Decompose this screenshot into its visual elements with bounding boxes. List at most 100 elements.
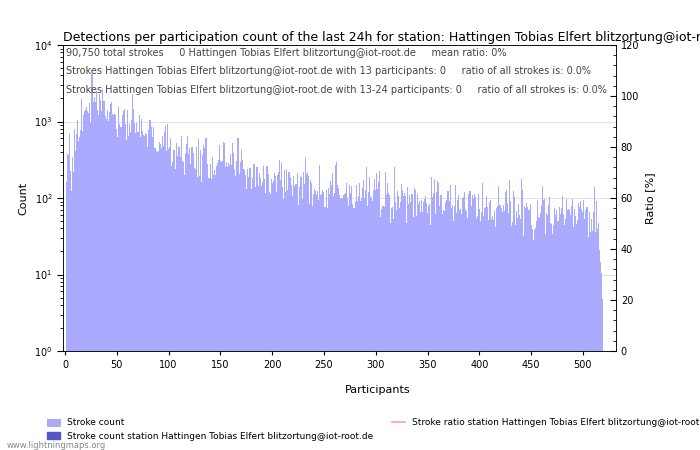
Bar xyxy=(308,176,309,450)
Bar xyxy=(94,97,95,450)
Bar xyxy=(354,202,356,450)
Bar xyxy=(113,351,114,450)
Bar xyxy=(459,210,460,450)
Bar xyxy=(370,351,371,450)
Bar xyxy=(347,351,349,450)
Bar xyxy=(550,351,552,450)
Bar xyxy=(232,351,233,450)
Bar xyxy=(608,351,609,450)
Bar xyxy=(570,215,571,450)
Bar xyxy=(196,351,197,450)
Bar xyxy=(135,351,136,450)
Bar xyxy=(245,351,246,450)
Bar xyxy=(148,130,150,450)
Bar xyxy=(344,194,345,450)
Text: Strokes Hattingen Tobias Elfert blitzortung@iot-root.de with 13 participants: 0 : Strokes Hattingen Tobias Elfert blitzort… xyxy=(66,67,591,76)
Bar xyxy=(319,165,321,450)
Bar xyxy=(468,194,470,450)
Bar xyxy=(466,351,468,450)
Bar xyxy=(122,351,124,450)
Bar xyxy=(366,351,367,450)
Bar xyxy=(380,351,382,450)
Bar xyxy=(99,94,100,450)
Bar xyxy=(382,351,384,450)
Bar xyxy=(134,351,135,450)
Bar xyxy=(290,351,291,450)
Bar xyxy=(262,182,263,450)
Bar xyxy=(100,351,101,450)
Bar xyxy=(129,351,130,450)
Bar xyxy=(453,221,454,450)
Bar xyxy=(166,351,167,450)
Bar xyxy=(483,351,484,450)
Bar xyxy=(251,189,252,450)
Bar xyxy=(124,351,125,450)
Bar xyxy=(265,193,267,450)
Bar xyxy=(66,154,68,450)
Bar xyxy=(107,351,108,450)
Bar xyxy=(225,351,226,450)
Bar xyxy=(542,351,543,450)
Bar xyxy=(88,112,90,450)
Bar xyxy=(593,212,594,450)
Bar xyxy=(164,351,165,450)
Bar xyxy=(90,122,92,450)
Bar xyxy=(79,137,80,450)
Bar xyxy=(553,351,554,450)
Bar xyxy=(308,351,309,450)
Bar xyxy=(214,351,215,450)
Bar xyxy=(299,351,300,450)
Bar xyxy=(473,198,474,450)
Bar xyxy=(185,351,186,450)
Bar xyxy=(219,351,220,450)
Bar xyxy=(554,351,555,450)
Bar xyxy=(271,180,272,450)
Bar xyxy=(284,170,285,450)
Bar xyxy=(73,351,74,450)
Bar xyxy=(487,207,488,450)
Bar xyxy=(608,351,609,450)
Bar xyxy=(369,177,370,450)
Bar xyxy=(179,157,181,450)
Bar xyxy=(137,132,138,450)
Bar xyxy=(286,351,287,450)
Bar xyxy=(130,132,131,450)
Bar xyxy=(520,351,522,450)
Bar xyxy=(528,210,529,450)
Bar xyxy=(256,351,257,450)
Bar xyxy=(203,351,204,450)
Bar xyxy=(71,191,72,450)
Bar xyxy=(157,351,158,450)
Bar xyxy=(344,351,345,450)
Bar xyxy=(567,210,568,450)
Bar xyxy=(505,190,507,450)
Bar xyxy=(408,351,409,450)
Bar xyxy=(186,351,187,450)
Bar xyxy=(226,162,227,450)
Bar xyxy=(272,183,273,450)
Bar xyxy=(607,351,608,450)
Bar xyxy=(519,215,520,450)
Bar xyxy=(517,351,518,450)
Bar xyxy=(420,212,421,450)
Bar xyxy=(395,202,396,450)
Bar xyxy=(163,351,164,450)
Bar xyxy=(74,351,75,450)
Bar xyxy=(416,194,418,450)
Bar xyxy=(257,351,258,450)
Bar xyxy=(474,194,475,450)
Bar xyxy=(267,174,269,450)
Bar xyxy=(150,351,151,450)
Bar xyxy=(136,351,137,450)
Bar xyxy=(356,351,358,450)
Bar xyxy=(112,114,113,450)
Bar xyxy=(199,176,200,450)
Bar xyxy=(230,154,231,450)
Bar xyxy=(582,351,583,450)
Bar xyxy=(438,351,440,450)
Bar xyxy=(72,157,73,450)
Bar xyxy=(260,351,261,450)
Bar xyxy=(274,351,275,450)
Bar xyxy=(172,351,174,450)
Bar xyxy=(309,351,310,450)
